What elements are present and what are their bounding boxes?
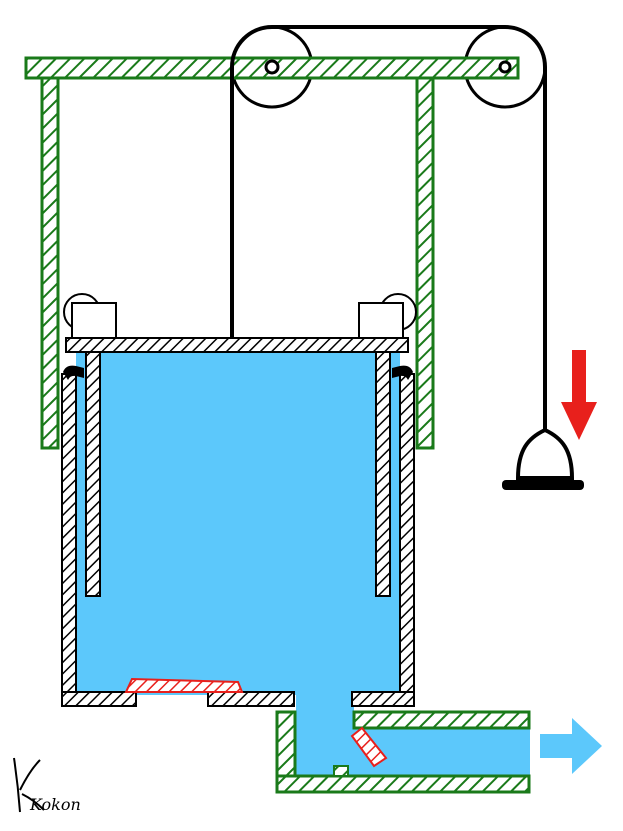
inner-wall-right — [375, 351, 391, 597]
outlet-valve — [350, 726, 388, 768]
rope — [230, 25, 547, 440]
roller-right — [358, 293, 417, 339]
signature-logo: Kokon — [13, 757, 81, 814]
bottom-plate-right — [351, 691, 415, 707]
piston-lid — [65, 337, 409, 353]
pulley-left-axle — [264, 59, 280, 75]
roller-left — [63, 293, 117, 339]
signature-text: Kokon — [29, 795, 81, 814]
outlet-pipe — [275, 710, 531, 794]
inner-wall-left — [85, 351, 101, 597]
frame-left-post — [40, 76, 60, 450]
outer-wall-right — [399, 373, 415, 693]
bottom-plate-left — [61, 691, 137, 707]
inlet-valve — [124, 677, 244, 693]
pulley-right-axle — [498, 60, 512, 74]
counterweight-icon — [502, 427, 584, 490]
arrow-right-icon — [540, 718, 602, 774]
arrow-down-icon — [561, 350, 597, 440]
water-volume — [76, 350, 530, 780]
bottom-plate-middle — [207, 691, 295, 707]
seal-left — [63, 365, 84, 380]
seal-right — [392, 365, 413, 380]
frame-right-post — [415, 76, 435, 450]
outer-wall-left — [61, 373, 77, 693]
